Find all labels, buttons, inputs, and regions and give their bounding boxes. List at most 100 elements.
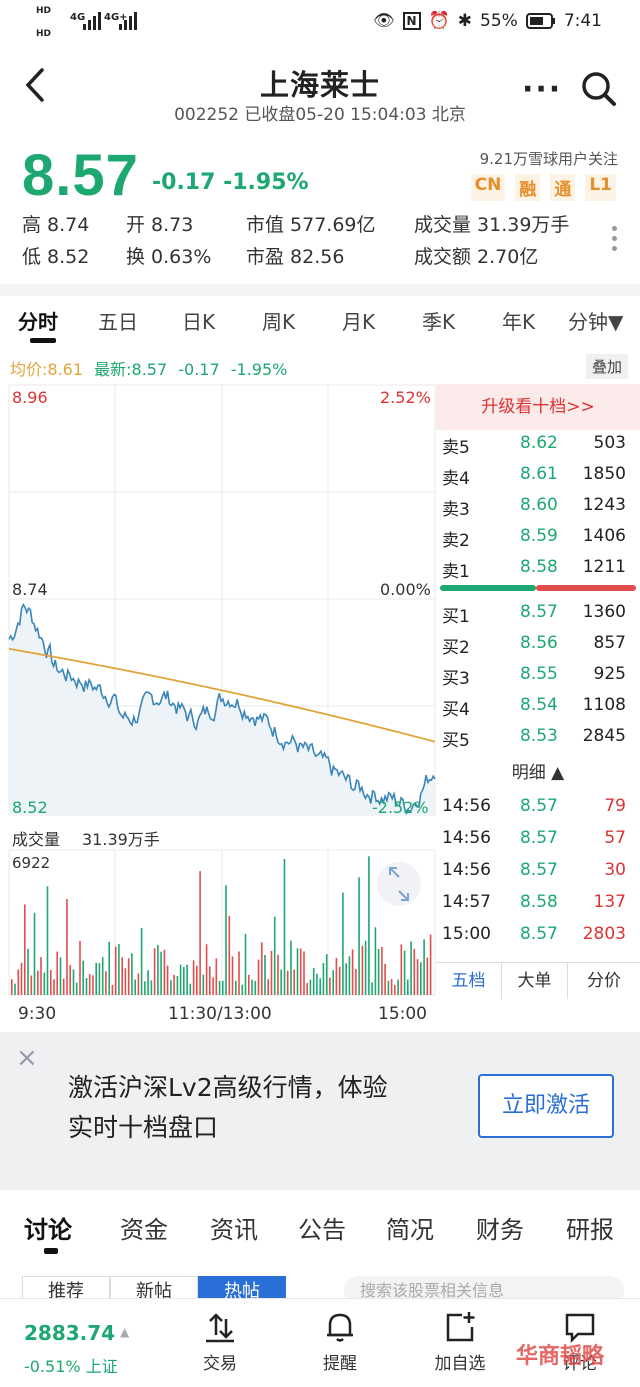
tab-funds[interactable]: 资金 <box>120 1216 168 1244</box>
trade-detail-title[interactable]: 明细 ▲ <box>511 763 565 783</box>
badge-connect[interactable]: 通 <box>550 174 576 201</box>
content-tabs: 讨论 资金 资讯 公告 简况 财务 研报 <box>0 1196 640 1258</box>
close-icon[interactable]: × <box>16 1043 38 1073</box>
ask-row: 卖2 8.59 1406 <box>436 521 640 552</box>
badges: CN 融 通 L1 <box>470 174 616 201</box>
bid-price: 8.57 <box>520 602 558 622</box>
bid-volume: 857 <box>593 633 626 653</box>
bid-volume: 925 <box>593 664 626 684</box>
volume-bar <box>215 958 218 995</box>
badge-cn[interactable]: CN <box>470 174 506 201</box>
index-change[interactable]: -0.51% 上证 <box>24 1357 118 1376</box>
axis-bottom-price: 8.52 <box>12 798 48 817</box>
latest-price: 最新:8.57 <box>94 360 168 379</box>
intraday-chart[interactable] <box>0 384 436 998</box>
volume-bar <box>176 975 179 995</box>
stat-turnover: 换 0.63% <box>126 246 212 268</box>
search-icon[interactable] <box>578 68 618 108</box>
volume-bar <box>277 954 279 995</box>
tab-announcements[interactable]: 公告 <box>298 1216 346 1244</box>
status-bar: HD HD 4G 4G+ 👁 N ⏰ ✱ 55% 7:41 <box>0 0 640 44</box>
tab-5day[interactable]: 五日 <box>98 310 138 334</box>
tab-profile[interactable]: 简况 <box>386 1216 434 1244</box>
trade-price: 8.57 <box>520 860 558 880</box>
volume-bar <box>361 945 364 995</box>
tab-large-orders[interactable]: 大单 <box>502 963 568 999</box>
expand-stats-icon[interactable] <box>612 226 618 256</box>
nav-trade[interactable]: 交易 <box>180 1309 260 1374</box>
volume-bar <box>27 948 29 995</box>
volume-bar <box>381 947 383 995</box>
change-value: -0.17 <box>152 170 216 195</box>
chart-info-line: 均价:8.61 最新:8.57 -0.17 -1.95% <box>10 356 287 380</box>
ask-level: 卖2 <box>442 531 470 551</box>
volume-bar <box>222 980 224 995</box>
order-book: 升级看十档>> 卖5 8.62 503 卖4 8.61 1850 卖3 8.60 1243 卖2 8… <box>436 384 640 999</box>
nav-add-watchlist[interactable]: 加自选 <box>420 1309 500 1374</box>
volume-bar <box>384 963 386 995</box>
volume-bar <box>348 956 351 995</box>
tab-news[interactable]: 资讯 <box>210 1216 258 1244</box>
lv2-promo-banner: × 激活沪深Lv2高级行情，体验 实时十档盘口 立即激活 <box>0 1032 640 1190</box>
tab-price-distribution[interactable]: 分价 <box>587 971 621 991</box>
tab-quarterly-k[interactable]: 季K <box>422 310 456 334</box>
tab-five-levels[interactable]: 五档 <box>436 963 502 999</box>
badge-level[interactable]: L1 <box>585 174 616 201</box>
nav-alert[interactable]: 提醒 <box>300 1309 380 1374</box>
tab-monthly-k[interactable]: 月K <box>342 310 376 334</box>
volume-bar <box>157 944 159 995</box>
time-axis-mid: 11:30/13:00 <box>168 1004 272 1024</box>
activate-button[interactable]: 立即激活 <box>478 1074 614 1138</box>
ask-price: 8.59 <box>520 526 558 546</box>
volume-bar <box>267 979 269 995</box>
ask-volume: 1406 <box>582 526 626 546</box>
bid-row: 买3 8.55 925 <box>436 659 640 690</box>
avg-price: 均价:8.61 <box>10 360 84 379</box>
volume-bar <box>20 962 23 995</box>
trade-time: 14:56 <box>442 860 491 880</box>
volume-bar <box>309 979 312 995</box>
tab-weekly-k[interactable]: 周K <box>262 310 296 334</box>
volume-bar <box>420 962 422 995</box>
time-axis-start: 9:30 <box>18 1004 57 1024</box>
back-icon[interactable] <box>22 66 48 104</box>
ask-level: 卖4 <box>442 469 470 489</box>
volume-bar <box>351 949 354 995</box>
trade-volume: 57 <box>604 828 626 848</box>
tab-daily-k[interactable]: 日K <box>182 310 216 334</box>
overlay-button[interactable]: 叠加 <box>586 354 629 379</box>
bid-volume: 1360 <box>582 602 626 622</box>
tab-intraday[interactable]: 分时 <box>18 310 58 334</box>
upgrade-level10-button[interactable]: 升级看十档>> <box>436 384 640 430</box>
nav-comment[interactable]: 评论 <box>540 1309 620 1374</box>
volume-bar <box>293 969 295 995</box>
tab-discussion[interactable]: 讨论 <box>24 1216 72 1244</box>
volume-bar <box>205 944 208 995</box>
tab-minute[interactable]: 分钟▼ <box>568 310 624 334</box>
volume-bar <box>319 978 321 995</box>
tab-yearly-k[interactable]: 年K <box>502 310 536 334</box>
volume-max: 6922 <box>12 854 51 872</box>
tab-research[interactable]: 研报 <box>566 1216 614 1244</box>
add-watchlist-icon <box>446 1312 475 1342</box>
volume-bar <box>108 941 110 995</box>
bid-row: 买1 8.57 1360 <box>436 597 640 628</box>
volume-bar <box>228 915 231 995</box>
ask-volume: 1850 <box>582 464 626 484</box>
badge-margin[interactable]: 融 <box>515 174 541 201</box>
index-value[interactable]: 2883.74 <box>24 1321 116 1345</box>
volume-bar <box>296 948 299 995</box>
followers-count[interactable]: 9.21万雪球用户关注 <box>479 150 618 168</box>
tab-financials[interactable]: 财务 <box>476 1216 524 1244</box>
trade-volume: 137 <box>593 892 626 912</box>
more-icon[interactable]: ··· <box>522 72 563 107</box>
ask-level: 卖5 <box>442 438 470 458</box>
volume-bar <box>273 916 276 995</box>
status-right: 👁 N ⏰ ✱ 55% 7:41 <box>373 11 602 31</box>
index-toggle-icon[interactable]: ▲ <box>120 1325 130 1339</box>
volume-bar <box>17 969 20 995</box>
volume-bar <box>264 955 266 995</box>
expand-chart-icon[interactable] <box>377 862 421 906</box>
volume-bar <box>95 962 97 995</box>
volume-bar <box>192 960 195 995</box>
